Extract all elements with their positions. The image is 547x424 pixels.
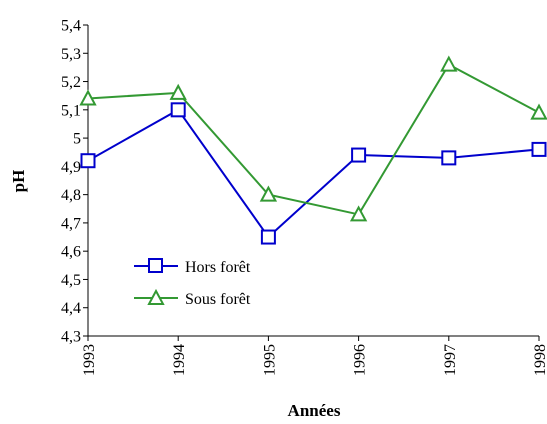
y-axis-title: pH [9,170,28,193]
y-tick-label: 4,6 [61,244,81,261]
data-point-square [80,153,96,169]
legend: Hors forêt Sous forêt [134,258,251,308]
y-tick-label: 4,3 [61,329,81,346]
legend-marker-triangle [147,288,165,305]
legend-item-hors-foret: Hors forêt [134,258,251,276]
data-point-triangle [169,83,187,100]
y-tick-label: 5,3 [61,46,81,63]
y-tick-label: 5,2 [61,74,81,91]
series-hors-foret [80,102,547,245]
x-axis-title: Années [288,401,341,420]
x-tick-label: 1996 [352,344,369,376]
legend-item-sous-foret: Sous forêt [134,288,251,308]
x-tick-label: 1997 [442,344,459,376]
legend-label-sous-foret: Sous forêt [185,291,251,308]
x-tick-label: 1995 [261,344,278,376]
legend-marker-square [148,258,163,273]
series-line-hors-foret [87,108,540,239]
data-point-square [531,141,547,157]
y-tick-label: 5,1 [61,102,81,119]
x-tick-labels: 1993 1994 1995 1996 1997 1998 [81,344,547,376]
data-point-triangle [530,103,547,120]
axes [83,24,540,341]
y-tick-label: 5 [73,131,81,148]
data-point-square [441,150,457,166]
y-tick-label: 4,5 [61,272,81,289]
data-point-triangle [349,205,368,222]
data-point-triangle [440,55,458,72]
y-tick-label: 4,8 [61,187,81,204]
data-point-square [170,102,186,118]
legend-label-hors-foret: Hors forêt [185,259,251,276]
x-tick-label: 1994 [171,344,188,376]
y-tick-label: 5,4 [61,18,81,35]
y-tick-label: 4,7 [61,215,81,232]
x-tick-label: 1993 [81,344,98,376]
data-point-square [351,147,367,163]
data-point-triangle [79,89,97,106]
series-layer [79,55,547,245]
y-tick-label: 4,9 [61,159,81,176]
y-tick-label: 4,4 [61,300,81,317]
data-point-square [260,229,276,245]
x-tick-label: 1998 [532,344,547,376]
y-tick-labels: 4,3 4,4 4,5 4,6 4,7 4,8 4,9 5 5,1 5,2 5,3 5,4 [61,18,81,346]
data-point-triangle [259,185,278,202]
series-sous-foret [79,55,547,222]
series-line-sous-foret [87,63,540,216]
